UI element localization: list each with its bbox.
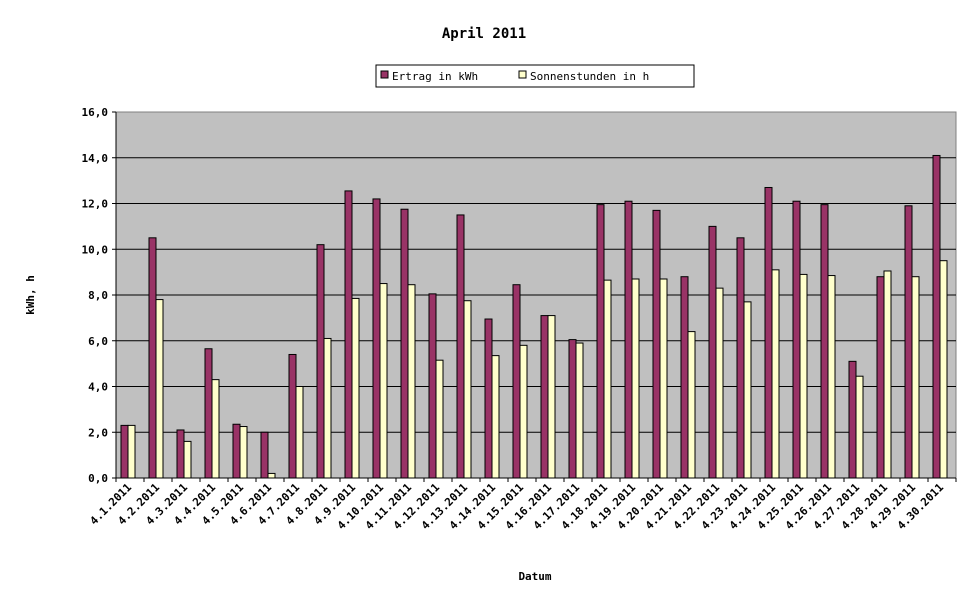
bar-sonnenstunden [883, 270, 892, 479]
gridlines [116, 157, 956, 433]
bar-ertrag [540, 315, 549, 479]
bar-ertrag [484, 318, 493, 479]
bar-sonnenstunden [155, 299, 164, 479]
bar-ertrag [876, 276, 885, 479]
bar-sonnenstunden [267, 472, 276, 479]
bar-sonnenstunden [407, 284, 416, 479]
bar-ertrag [344, 190, 353, 479]
bar-ertrag [148, 237, 157, 479]
bar-ertrag [680, 276, 689, 479]
y-tick-label: 6,0 [88, 335, 108, 348]
bar-ertrag [652, 209, 661, 479]
x-axis-title: Datum [518, 570, 551, 583]
y-tick-label: 0,0 [88, 472, 108, 485]
bar-sonnenstunden [519, 344, 528, 479]
bar-sonnenstunden [575, 342, 584, 479]
bar-ertrag [568, 339, 577, 479]
bar-ertrag [624, 200, 633, 479]
bar-sonnenstunden [855, 375, 864, 479]
bar-ertrag [372, 198, 381, 479]
bar-ertrag [512, 284, 521, 479]
legend-box [375, 64, 695, 88]
bar-sonnenstunden [211, 379, 220, 479]
bar-sonnenstunden [323, 337, 332, 479]
bar-ertrag [708, 225, 717, 479]
bar-sonnenstunden [127, 424, 136, 479]
bar-ertrag [848, 360, 857, 479]
bar-sonnenstunden [659, 278, 668, 479]
bar-ertrag [596, 204, 605, 479]
bar-sonnenstunden [547, 315, 556, 479]
bar-sonnenstunden [435, 359, 444, 479]
chart-title: April 2011 [442, 26, 526, 42]
bar-ertrag [820, 204, 829, 479]
legend-swatch-ertrag [380, 70, 389, 79]
bar-sonnenstunden [351, 297, 360, 479]
bar-sonnenstunden [295, 386, 304, 479]
bar-sonnenstunden [631, 278, 640, 479]
bars [120, 154, 948, 479]
bar-ertrag [904, 205, 913, 479]
y-tick-label: 14,0 [82, 152, 109, 165]
y-tick-label: 4,0 [88, 381, 108, 394]
y-tick-label: 8,0 [88, 289, 108, 302]
bar-sonnenstunden [183, 440, 192, 479]
bar-sonnenstunden [715, 287, 724, 479]
bar-ertrag [736, 237, 745, 479]
legend-label-ertrag: Ertrag in kWh [392, 70, 478, 83]
bar-ertrag [792, 200, 801, 479]
bar-sonnenstunden [687, 331, 696, 479]
bar-ertrag [428, 293, 437, 479]
y-axis-title: kWh, h [24, 275, 37, 315]
bar-sonnenstunden [239, 426, 248, 479]
y-tick-labels: 0,0 2,0 4,0 6,0 8,0 10,0 12,0 14,0 16,0 [82, 106, 109, 485]
bar-sonnenstunden [827, 275, 836, 479]
bar-sonnenstunden [771, 269, 780, 479]
bar-sonnenstunden [491, 355, 500, 479]
bar-ertrag [400, 208, 409, 479]
bar-ertrag [120, 424, 129, 479]
legend-label-sonnenstunden: Sonnenstunden in h [530, 70, 649, 83]
bar-ertrag [204, 348, 213, 479]
bar-ertrag [316, 244, 325, 479]
bar-ertrag [260, 431, 269, 479]
bar-ertrag [932, 154, 941, 479]
bar-ertrag [176, 429, 185, 479]
bar-sonnenstunden [743, 301, 752, 479]
bar-sonnenstunden [463, 300, 472, 479]
legend-swatch-sonnenstunden [518, 70, 527, 79]
y-tick-label: 10,0 [82, 243, 109, 256]
bar-ertrag [288, 353, 297, 479]
bar-sonnenstunden [939, 260, 948, 479]
legend: Ertrag in kWh Sonnenstunden in h [375, 64, 695, 88]
bar-ertrag [232, 423, 241, 479]
bar-sonnenstunden [911, 276, 920, 479]
bar-sonnenstunden [379, 283, 388, 479]
bar-sonnenstunden [799, 273, 808, 479]
x-tick-labels: 4.1.20114.2.20114.3.20114.4.20114.5.2011… [87, 481, 946, 533]
bar-ertrag [456, 214, 465, 479]
bar-sonnenstunden [603, 279, 612, 479]
y-tick-label: 16,0 [82, 106, 109, 119]
y-tick-label: 12,0 [82, 198, 109, 211]
axes [112, 111, 957, 482]
bar-ertrag [764, 186, 773, 479]
y-tick-label: 2,0 [88, 426, 108, 439]
